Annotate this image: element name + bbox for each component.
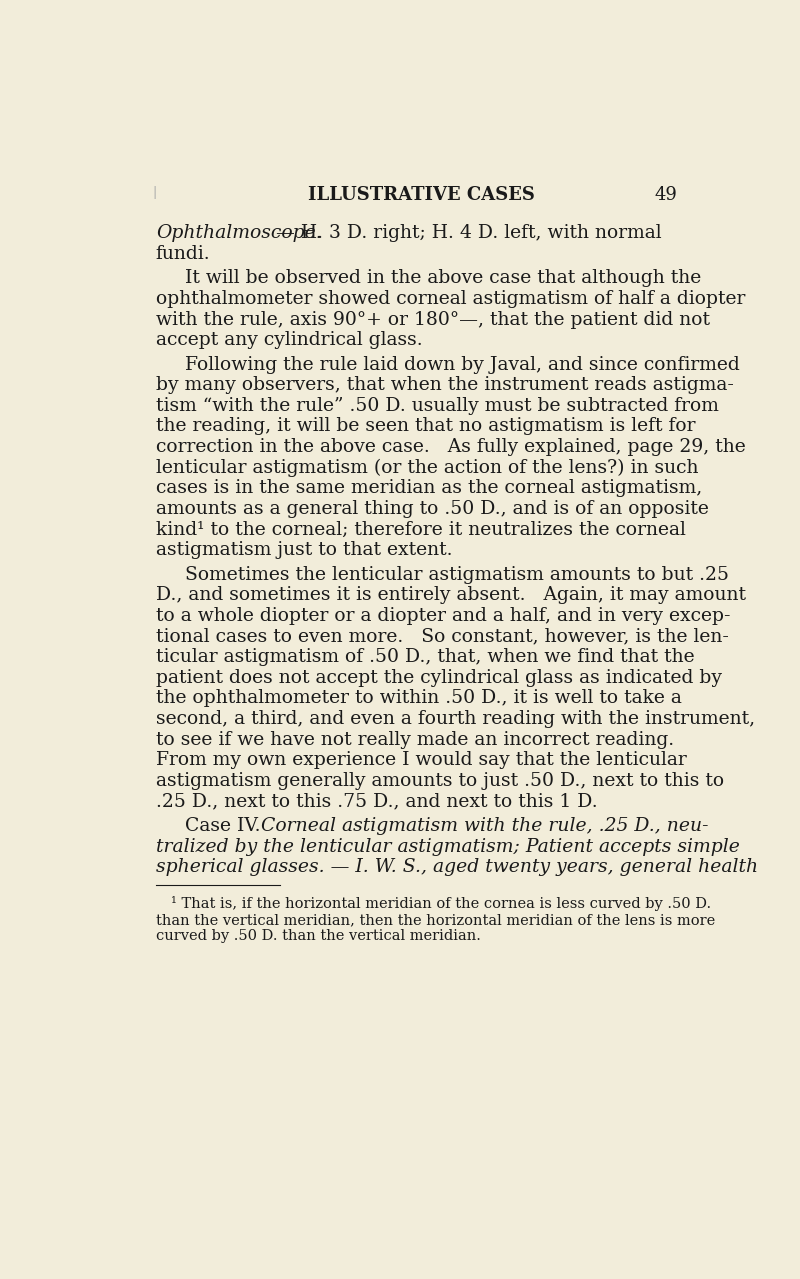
Text: — H. 3 D. right; H. 4 D. left, with normal: — H. 3 D. right; H. 4 D. left, with norm… <box>270 224 662 242</box>
Text: It will be observed in the above case that although the: It will be observed in the above case th… <box>186 270 702 288</box>
Text: the reading, it will be seen that no astigmatism is left for: the reading, it will be seen that no ast… <box>156 417 695 435</box>
Text: Ophthalmoscope.: Ophthalmoscope. <box>156 224 322 242</box>
Text: From my own experience I would say that the lenticular: From my own experience I would say that … <box>156 751 686 770</box>
Text: by many observers, that when the instrument reads astigma-: by many observers, that when the instrum… <box>156 376 734 394</box>
Text: tralized by the lenticular astigmatism; Patient accepts simple: tralized by the lenticular astigmatism; … <box>156 838 740 856</box>
Text: with the rule, axis 90°+ or 180°—, that the patient did not: with the rule, axis 90°+ or 180°—, that … <box>156 311 710 329</box>
Text: ticular astigmatism of .50 D., that, when we find that the: ticular astigmatism of .50 D., that, whe… <box>156 648 694 666</box>
Text: curved by .50 D. than the vertical meridian.: curved by .50 D. than the vertical merid… <box>156 930 481 944</box>
Text: patient does not accept the cylindrical glass as indicated by: patient does not accept the cylindrical … <box>156 669 722 687</box>
Text: to see if we have not really made an incorrect reading.: to see if we have not really made an inc… <box>156 730 674 748</box>
Text: accept any cylindrical glass.: accept any cylindrical glass. <box>156 331 422 349</box>
Text: correction in the above case.   As fully explained, page 29, the: correction in the above case. As fully e… <box>156 439 746 457</box>
Text: fundi.: fundi. <box>156 246 210 263</box>
Text: kind¹ to the corneal; therefore it neutralizes the corneal: kind¹ to the corneal; therefore it neutr… <box>156 521 686 538</box>
Text: ophthalmometer showed corneal astigmatism of half a diopter: ophthalmometer showed corneal astigmatis… <box>156 290 745 308</box>
Text: to a whole diopter or a diopter and a half, and in very excep-: to a whole diopter or a diopter and a ha… <box>156 608 730 625</box>
Text: second, a third, and even a fourth reading with the instrument,: second, a third, and even a fourth readi… <box>156 710 755 728</box>
Text: than the vertical meridian, then the horizontal meridian of the lens is more: than the vertical meridian, then the hor… <box>156 913 715 927</box>
Text: cases is in the same meridian as the corneal astigmatism,: cases is in the same meridian as the cor… <box>156 480 702 498</box>
Text: Corneal astigmatism with the rule, .25 D., neu-: Corneal astigmatism with the rule, .25 D… <box>262 817 709 835</box>
Text: astigmatism just to that extent.: astigmatism just to that extent. <box>156 541 452 559</box>
Text: the ophthalmometer to within .50 D., it is well to take a: the ophthalmometer to within .50 D., it … <box>156 689 682 707</box>
Text: spherical glasses. — I. W. S., aged twenty years, general health: spherical glasses. — I. W. S., aged twen… <box>156 858 758 876</box>
Text: Sometimes the lenticular astigmatism amounts to but .25: Sometimes the lenticular astigmatism amo… <box>186 565 730 583</box>
Text: D., and sometimes it is entirely absent.   Again, it may amount: D., and sometimes it is entirely absent.… <box>156 586 746 604</box>
Text: 49: 49 <box>654 185 678 203</box>
Text: Case IV.: Case IV. <box>186 817 278 835</box>
Text: amounts as a general thing to .50 D., and is of an opposite: amounts as a general thing to .50 D., an… <box>156 500 709 518</box>
Text: lenticular astigmatism (or the action of the lens?) in such: lenticular astigmatism (or the action of… <box>156 459 698 477</box>
Text: |: | <box>152 185 156 198</box>
Text: tional cases to even more.   So constant, however, is the len-: tional cases to even more. So constant, … <box>156 628 729 646</box>
Text: ¹ That is, if the horizontal meridian of the cornea is less curved by .50 D.: ¹ That is, if the horizontal meridian of… <box>170 897 710 912</box>
Text: tism “with the rule” .50 D. usually must be subtracted from: tism “with the rule” .50 D. usually must… <box>156 396 718 414</box>
Text: .25 D., next to this .75 D., and next to this 1 D.: .25 D., next to this .75 D., and next to… <box>156 793 598 811</box>
Text: ILLUSTRATIVE CASES: ILLUSTRATIVE CASES <box>308 185 535 203</box>
Text: Following the rule laid down by Javal, and since confirmed: Following the rule laid down by Javal, a… <box>186 356 740 373</box>
Text: astigmatism generally amounts to just .50 D., next to this to: astigmatism generally amounts to just .5… <box>156 773 724 790</box>
